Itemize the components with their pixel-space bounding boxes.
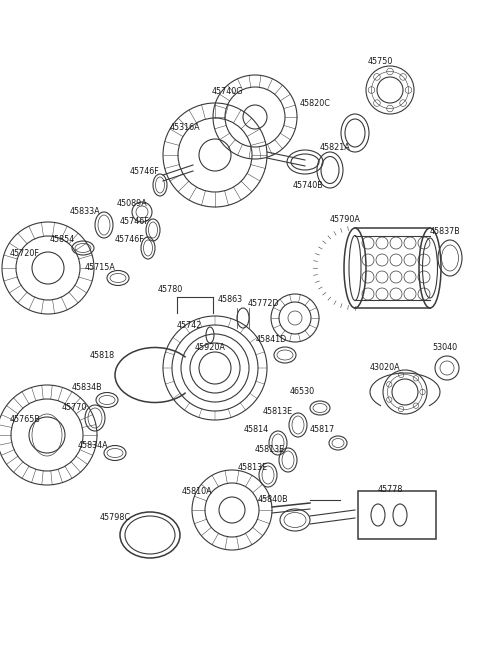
Text: 45813E: 45813E <box>263 407 293 417</box>
Text: 53040: 53040 <box>432 343 457 352</box>
Text: 45834B: 45834B <box>72 383 103 392</box>
Text: 45837B: 45837B <box>430 227 461 236</box>
Text: 45813E: 45813E <box>255 445 285 455</box>
Text: 43020A: 43020A <box>370 364 401 373</box>
Text: 45746F: 45746F <box>130 168 160 176</box>
Text: 45778: 45778 <box>378 485 403 495</box>
Text: 45765B: 45765B <box>10 415 41 424</box>
Text: 45720F: 45720F <box>10 248 40 257</box>
Text: 45920A: 45920A <box>195 343 226 352</box>
Text: 45840B: 45840B <box>258 495 288 504</box>
Text: 45780: 45780 <box>158 286 183 295</box>
Text: 45833A: 45833A <box>70 208 101 217</box>
Text: 45841D: 45841D <box>256 335 287 345</box>
Text: 45740G: 45740G <box>212 88 243 96</box>
Text: 45821A: 45821A <box>320 143 351 153</box>
Text: 45742: 45742 <box>177 320 203 329</box>
Text: 45772D: 45772D <box>248 299 280 307</box>
Text: 45814: 45814 <box>244 426 269 434</box>
Text: 45863: 45863 <box>218 295 243 305</box>
Text: 45750: 45750 <box>368 58 394 67</box>
Text: 45834A: 45834A <box>78 441 108 449</box>
Text: 45813E: 45813E <box>238 462 268 472</box>
Text: 45820C: 45820C <box>300 98 331 107</box>
Text: 45790A: 45790A <box>330 215 361 225</box>
Text: 45715A: 45715A <box>85 263 116 272</box>
Text: 45746F: 45746F <box>115 236 145 244</box>
Text: 46530: 46530 <box>290 388 315 396</box>
Text: 45818: 45818 <box>90 350 115 360</box>
Text: 45798C: 45798C <box>100 514 131 523</box>
Text: 45089A: 45089A <box>117 198 148 208</box>
Bar <box>358 491 436 539</box>
Text: 45316A: 45316A <box>170 124 201 132</box>
Text: 45770: 45770 <box>62 403 87 413</box>
Text: 45746F: 45746F <box>120 217 150 227</box>
Text: 45817: 45817 <box>310 426 335 434</box>
Text: 45740B: 45740B <box>293 181 324 189</box>
Text: 45810A: 45810A <box>182 487 213 496</box>
Text: 45854: 45854 <box>50 236 75 244</box>
